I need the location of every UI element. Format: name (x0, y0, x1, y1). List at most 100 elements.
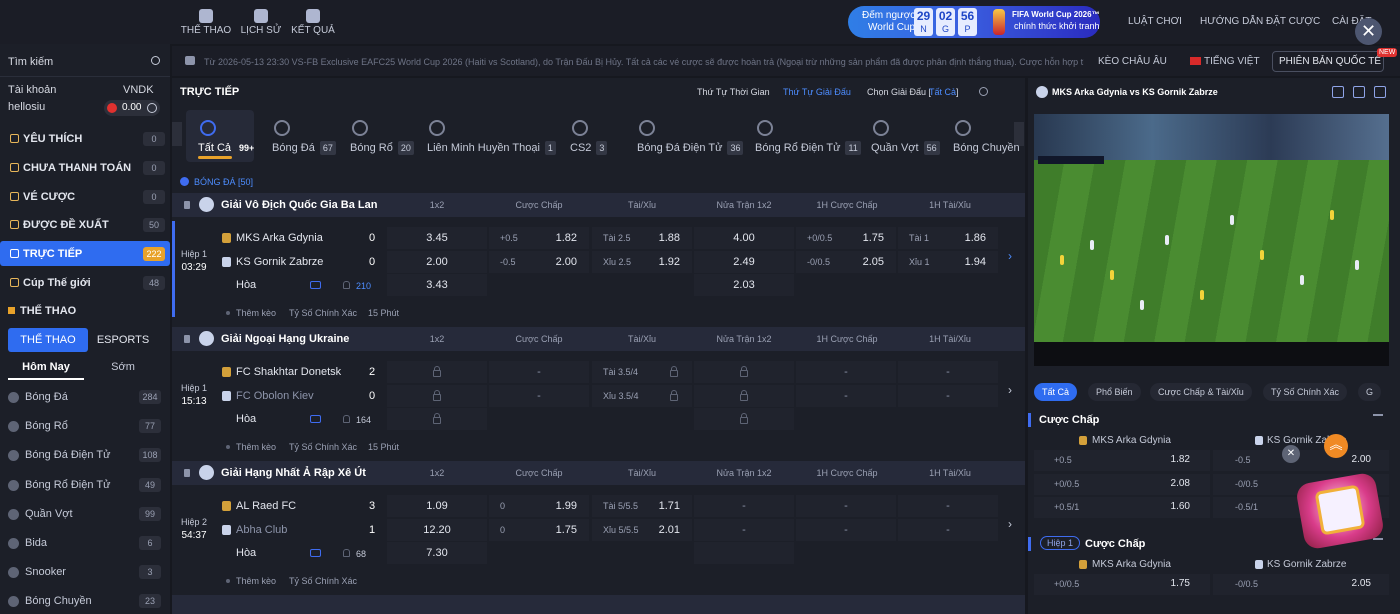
odds-cell[interactable] (387, 227, 487, 249)
sport-item[interactable]: Bóng Rổ (25, 420, 68, 433)
menu-item[interactable]: Cúp Thế giới (23, 277, 91, 289)
odds-cell[interactable] (694, 385, 794, 407)
view-icon[interactable] (1353, 86, 1365, 98)
view-icon[interactable] (1374, 86, 1386, 98)
sport-tab-label[interactable]: Bóng Đá Điện Tử (637, 142, 723, 154)
tv-icon[interactable] (310, 549, 321, 557)
tab[interactable]: Tỷ Số Chính Xác (1263, 383, 1348, 401)
menu-item[interactable]: CHƯA THANH TOÁN (23, 161, 132, 174)
odds-cell[interactable] (387, 495, 487, 517)
odds-cell[interactable] (387, 385, 487, 407)
tv-icon[interactable] (310, 415, 321, 423)
odds-cell[interactable] (592, 227, 692, 249)
market-count[interactable]: 68 (356, 549, 367, 559)
menu-item[interactable]: TRỰC TIẾP (23, 248, 83, 261)
sport-tab-label[interactable]: Quần Vợt (871, 142, 919, 154)
refresh[interactable] (147, 103, 157, 113)
odds-cell[interactable] (796, 385, 896, 407)
footer-link[interactable]: Tỷ Số Chính Xác (289, 308, 358, 318)
sport-tab[interactable]: THỂ THAO (20, 334, 76, 346)
language[interactable]: TIẾNG VIỆT (1204, 56, 1260, 67)
odds-cell[interactable] (489, 495, 589, 517)
tv-icon[interactable] (310, 281, 321, 289)
league-name[interactable]: Giải Ngoại Hạng Ukraine (221, 333, 350, 345)
sport-item[interactable]: Quần Vợt (25, 507, 73, 520)
sport-tab-label[interactable]: Bóng Đá (272, 142, 315, 154)
odds-cell[interactable] (694, 542, 794, 564)
odds-cell[interactable] (898, 385, 998, 407)
nav-item[interactable]: THỂ THAO (180, 25, 232, 36)
odds-cell[interactable] (387, 274, 487, 296)
odds-cell[interactable] (796, 519, 896, 541)
menu-item[interactable]: YÊU THÍCH (23, 133, 83, 145)
market-count[interactable]: 210 (356, 281, 372, 291)
sport-tab-label[interactable]: CS2 (570, 142, 592, 154)
odds-cell[interactable] (592, 385, 692, 407)
sport-tab-label[interactable]: Bóng Rổ Điện Tử (755, 142, 841, 154)
sport-tab-label[interactable]: Bóng Rổ (350, 142, 393, 154)
subtab[interactable]: Sớm (111, 361, 135, 373)
odds-cell[interactable] (592, 519, 692, 541)
odds-cell[interactable] (694, 361, 794, 383)
more-arrow[interactable]: › (1008, 383, 1012, 397)
odds-cell[interactable] (592, 251, 692, 273)
top-link[interactable]: HƯỚNG DẪN ĐẶT CƯỢC (1200, 16, 1321, 27)
odds-cell[interactable] (694, 251, 794, 273)
filter-value[interactable]: Tất Cả (929, 87, 957, 97)
odds-cell[interactable] (694, 227, 794, 249)
collapse[interactable] (1373, 414, 1383, 423)
odds-cell[interactable] (796, 495, 896, 517)
footer-link[interactable]: 15 Phút (368, 442, 400, 452)
footer-link[interactable]: Thêm kèo (236, 442, 277, 452)
footer-link[interactable]: Thêm kèo (236, 308, 277, 318)
sport-item[interactable]: Bóng Đá (25, 391, 68, 403)
odds-cell[interactable] (694, 519, 794, 541)
odds-cell[interactable] (387, 408, 487, 430)
scroll-right[interactable] (1014, 122, 1024, 146)
sport-item[interactable]: Bida (25, 537, 48, 549)
odds-cell[interactable] (898, 251, 998, 273)
market-cell[interactable] (1034, 473, 1210, 495)
league-name[interactable]: Giải Hạng Nhất Ả Rập Xê Út (221, 467, 366, 479)
odds-cell[interactable] (796, 361, 896, 383)
odds-cell[interactable] (489, 251, 589, 273)
sport-tab-label[interactable]: Tất Cả (198, 142, 232, 154)
odds-format[interactable]: KÈO CHÂU ÂU (1098, 56, 1167, 67)
odds-cell[interactable] (489, 227, 589, 249)
sport-item[interactable]: Bóng Chuyền (25, 595, 92, 608)
odds-cell[interactable] (694, 274, 794, 296)
odds-cell[interactable] (592, 495, 692, 517)
sort-option[interactable]: Thứ Tự Giải Đấu (783, 87, 851, 97)
widget-close[interactable]: ✕ (1282, 445, 1300, 463)
menu-item[interactable]: ĐƯỢC ĐỀ XUẤT (23, 219, 109, 232)
refresh[interactable] (979, 87, 988, 96)
odds-cell[interactable] (489, 519, 589, 541)
odds-cell[interactable] (489, 361, 589, 383)
top-link[interactable]: CÀI ĐẶT (1332, 16, 1372, 27)
odds-cell[interactable] (592, 361, 692, 383)
odds-cell[interactable] (898, 519, 998, 541)
odds-cell[interactable] (694, 408, 794, 430)
footer-link[interactable]: Thêm kèo (236, 576, 277, 586)
tab[interactable]: G (1358, 383, 1382, 401)
menu-item[interactable]: VÉ CƯỢC (23, 190, 76, 203)
sort-option[interactable]: Thứ Tự Thời Gian (697, 87, 770, 97)
footer-link[interactable]: 15 Phút (368, 308, 400, 318)
market-cell[interactable] (1034, 574, 1210, 595)
odds-cell[interactable] (387, 361, 487, 383)
odds-cell[interactable] (489, 385, 589, 407)
match-title[interactable]: MKS Arka Gdynia vs KS Gornik Zabrze (1052, 87, 1218, 97)
footer-link[interactable]: Tỷ Số Chính Xác (289, 442, 358, 452)
tab-active[interactable]: Tất Cả (1034, 383, 1078, 401)
tab[interactable]: Phổ Biến (1088, 383, 1141, 401)
sport-tab[interactable]: ESPORTS (96, 334, 150, 346)
sport-item[interactable]: Snooker (25, 566, 66, 579)
scroll-left[interactable] (172, 122, 182, 146)
odds-cell[interactable] (387, 542, 487, 564)
nav-item[interactable]: LỊCH SỬ (240, 25, 282, 36)
version-button[interactable] (1272, 51, 1384, 72)
market-cell[interactable] (1213, 450, 1389, 471)
nav-item[interactable]: KẾT QUẢ (291, 25, 335, 36)
odds-cell[interactable] (796, 227, 896, 249)
market-cell[interactable] (1034, 497, 1210, 518)
